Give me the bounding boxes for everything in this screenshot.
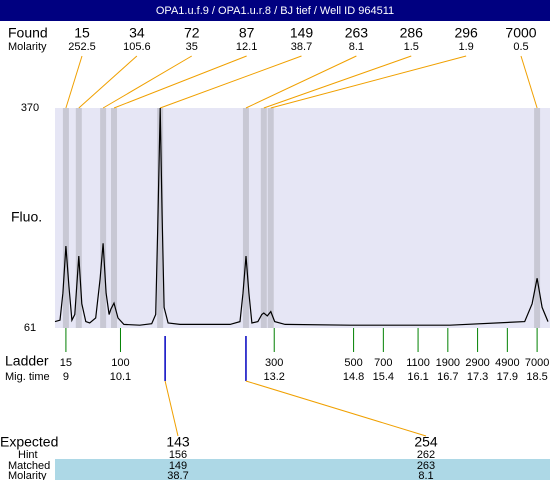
ladder-time: 16.1 (407, 371, 428, 383)
expected-molarity-label: Molarity (8, 470, 47, 480)
peak-band (62, 108, 69, 328)
found-size: 286 (400, 25, 424, 41)
chart-title: OPA1.u.f.9 / OPA1.u.r.8 / BJ tief / Well… (156, 5, 394, 17)
peak-band (242, 108, 249, 328)
found-molarity: 105.6 (123, 41, 151, 53)
found-connector (78, 55, 138, 109)
ladder-time: 18.5 (526, 371, 547, 383)
peak-band (100, 108, 107, 328)
found-size: 296 (454, 25, 478, 41)
ladder-size: 7000 (525, 357, 549, 369)
plot-area (55, 108, 550, 328)
found-size: 87 (239, 25, 255, 41)
found-connector (102, 55, 193, 109)
found-molarity: 0.5 (513, 41, 528, 53)
expected-size: 254 (414, 434, 438, 450)
expected-label: Expected (0, 434, 58, 450)
ladder-time: 9 (63, 371, 69, 383)
found-size: 149 (290, 25, 314, 41)
found-connector (245, 55, 357, 109)
found-size: 72 (184, 25, 200, 41)
ladder-time: 17.9 (497, 371, 518, 383)
found-molarity: 12.1 (236, 41, 257, 53)
peak-band (75, 108, 82, 328)
y-tick-label: 370 (21, 102, 39, 114)
found-molarity: 8.1 (349, 41, 364, 53)
ladder-time: 14.8 (343, 371, 364, 383)
found-molarity: 252.5 (68, 41, 96, 53)
found-connector (520, 55, 538, 109)
ladder-time: 10.1 (110, 371, 131, 383)
ladder-time: 16.7 (437, 371, 458, 383)
ladder-time: 17.3 (467, 371, 488, 383)
found-molarity: 38.7 (291, 41, 312, 53)
ladder-size: 1900 (436, 357, 460, 369)
peak-band (534, 108, 541, 328)
matched-row-bg (55, 459, 550, 480)
ladder-size: 300 (265, 357, 283, 369)
ladder-size: 4900 (495, 357, 519, 369)
expected-matched: 149 (169, 460, 187, 472)
expected-molarity: 8.1 (418, 470, 433, 480)
ladder-size: 15 (60, 357, 72, 369)
expected-hint: 262 (417, 449, 435, 461)
title-bar (0, 0, 550, 21)
ladder-size: 500 (344, 357, 362, 369)
expected-hint: 156 (169, 449, 187, 461)
found-connector (270, 55, 467, 109)
found-bands (62, 108, 541, 328)
found-size: 15 (74, 25, 90, 41)
mig-time-label: Mig. time (5, 371, 50, 383)
hint-label: Hint (18, 449, 38, 461)
found-molarity-label: Molarity (8, 41, 47, 53)
peak-band (157, 108, 164, 328)
found-connector (65, 55, 83, 109)
expected-matched: 263 (417, 460, 435, 472)
matched-label: Matched (8, 460, 50, 472)
peak-band (267, 108, 274, 328)
ladder-label: Ladder (5, 353, 49, 369)
found-size: 7000 (505, 25, 536, 41)
found-connector (113, 55, 247, 109)
found-size: 34 (129, 25, 145, 41)
found-connector (159, 55, 302, 109)
ladder-time: 13.2 (264, 371, 285, 383)
peak-band (260, 108, 267, 328)
y-label: Fluo. (11, 209, 42, 225)
ladder-size: 2900 (465, 357, 489, 369)
expected-connector (245, 380, 427, 437)
found-size: 263 (345, 25, 369, 41)
peak-band (111, 108, 118, 328)
ladder-time: 15.4 (373, 371, 394, 383)
found-molarity: 1.5 (404, 41, 419, 53)
trace (54, 107, 549, 326)
expected-connector (164, 380, 179, 437)
found-molarity: 1.9 (458, 41, 473, 53)
found-molarity: 35 (186, 41, 198, 53)
found-label: Found (8, 25, 48, 41)
ladder-size: 700 (374, 357, 392, 369)
expected-size: 143 (166, 434, 190, 450)
found-connector (263, 55, 412, 109)
ladder-size: 100 (111, 357, 129, 369)
y-tick-label: 61 (24, 322, 36, 334)
ladder-size: 1100 (406, 357, 430, 369)
expected-molarity: 38.7 (167, 470, 188, 480)
